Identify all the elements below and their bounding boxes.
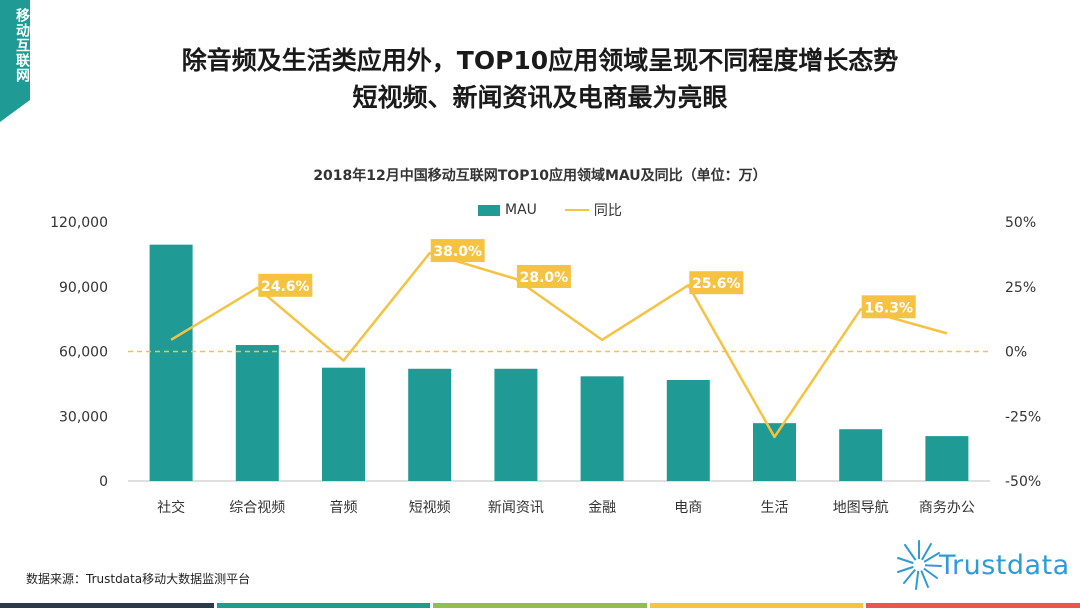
footer-segment [0, 603, 214, 608]
y-right-tick-label: -25% [1005, 409, 1041, 425]
mau-bar [235, 345, 279, 481]
yoy-data-label: 24.6% [261, 279, 310, 295]
y-right-tick-label: 0% [1005, 345, 1027, 361]
x-category-label: 金融 [588, 500, 616, 516]
footer-segment [216, 603, 431, 608]
x-category-label: 综合视频 [229, 500, 285, 516]
y-right-tick-label: 50% [1005, 215, 1036, 231]
chart-legend: MAU 同比 [478, 199, 622, 221]
section-tag-label: 移动互联网 [14, 8, 30, 83]
yoy-label-box [430, 239, 485, 263]
x-category-label: 新闻资讯 [488, 500, 544, 516]
footer-color-bar [0, 603, 1080, 608]
logo-wordmark: Trustdata [939, 549, 1070, 581]
y-left-tick-label: 60,000 [59, 345, 108, 361]
legend-yoy-label: 同比 [593, 203, 622, 219]
mau-bar [494, 368, 538, 481]
y-left-tick-label: 0 [99, 474, 108, 490]
x-category-label: 音频 [330, 499, 358, 516]
footer-segment [649, 603, 864, 608]
mau-bar [925, 436, 969, 481]
x-category-label: 生活 [761, 500, 789, 516]
mau-bar [149, 244, 193, 481]
legend-mau-swatch [478, 204, 500, 216]
yoy-label-box [861, 295, 916, 319]
x-category-label: 社交 [157, 499, 185, 516]
y-right-tick-label: -50% [1005, 474, 1041, 490]
burst-icon [897, 540, 942, 590]
yoy-data-label: 25.6% [692, 276, 741, 292]
yoy-line [170, 251, 948, 439]
mau-bar [753, 423, 796, 481]
x-category-label: 商务办公 [919, 500, 975, 516]
footer-segment [433, 603, 647, 608]
yoy-data-label: 16.3% [864, 300, 913, 316]
headline-line-2: 短视频、新闻资讯及电商最为亮眼 [352, 83, 728, 112]
yoy-data-label: 38.0% [433, 244, 482, 260]
y-left-tick-label: 30,000 [59, 409, 108, 425]
y-right-tick-label: 25% [1005, 280, 1036, 296]
headline-line-1: 除音频及生活类应用外，TOP10应用领域呈现不同程度增长态势 [181, 46, 899, 75]
section-tag: 移动互联网 [0, 0, 30, 122]
yoy-data-label: 28.0% [520, 270, 569, 286]
mau-bar [839, 429, 883, 481]
yoy-label-box [516, 264, 571, 288]
trustdata-logo: Trustdata [895, 537, 1070, 593]
legend-mau-label: MAU [505, 202, 537, 218]
mau-bar [408, 368, 452, 481]
legend-yoy-swatch [564, 209, 589, 211]
x-category-label: 电商 [674, 500, 702, 516]
yoy-label-box [689, 271, 744, 295]
chart-title: 2018年12月中国移动互联网TOP10应用领域MAU及同比（单位：万） [313, 168, 767, 184]
x-category-label: 短视频 [409, 500, 451, 516]
x-category-label: 地图导航 [833, 500, 889, 516]
yoy-label-box [258, 273, 313, 297]
data-source-note: 数据来源：Trustdata移动大数据监测平台 [26, 572, 251, 586]
y-left-tick-label: 120,000 [50, 215, 108, 231]
y-left-tick-label: 90,000 [59, 280, 108, 296]
mau-bar [580, 376, 624, 481]
mau-bar [322, 367, 365, 481]
mau-bar [666, 379, 710, 481]
footer-segment [866, 603, 1080, 608]
page-headline: 除音频及生活类应用外，TOP10应用领域呈现不同程度增长态势 短视频、新闻资讯及… [0, 42, 1080, 116]
